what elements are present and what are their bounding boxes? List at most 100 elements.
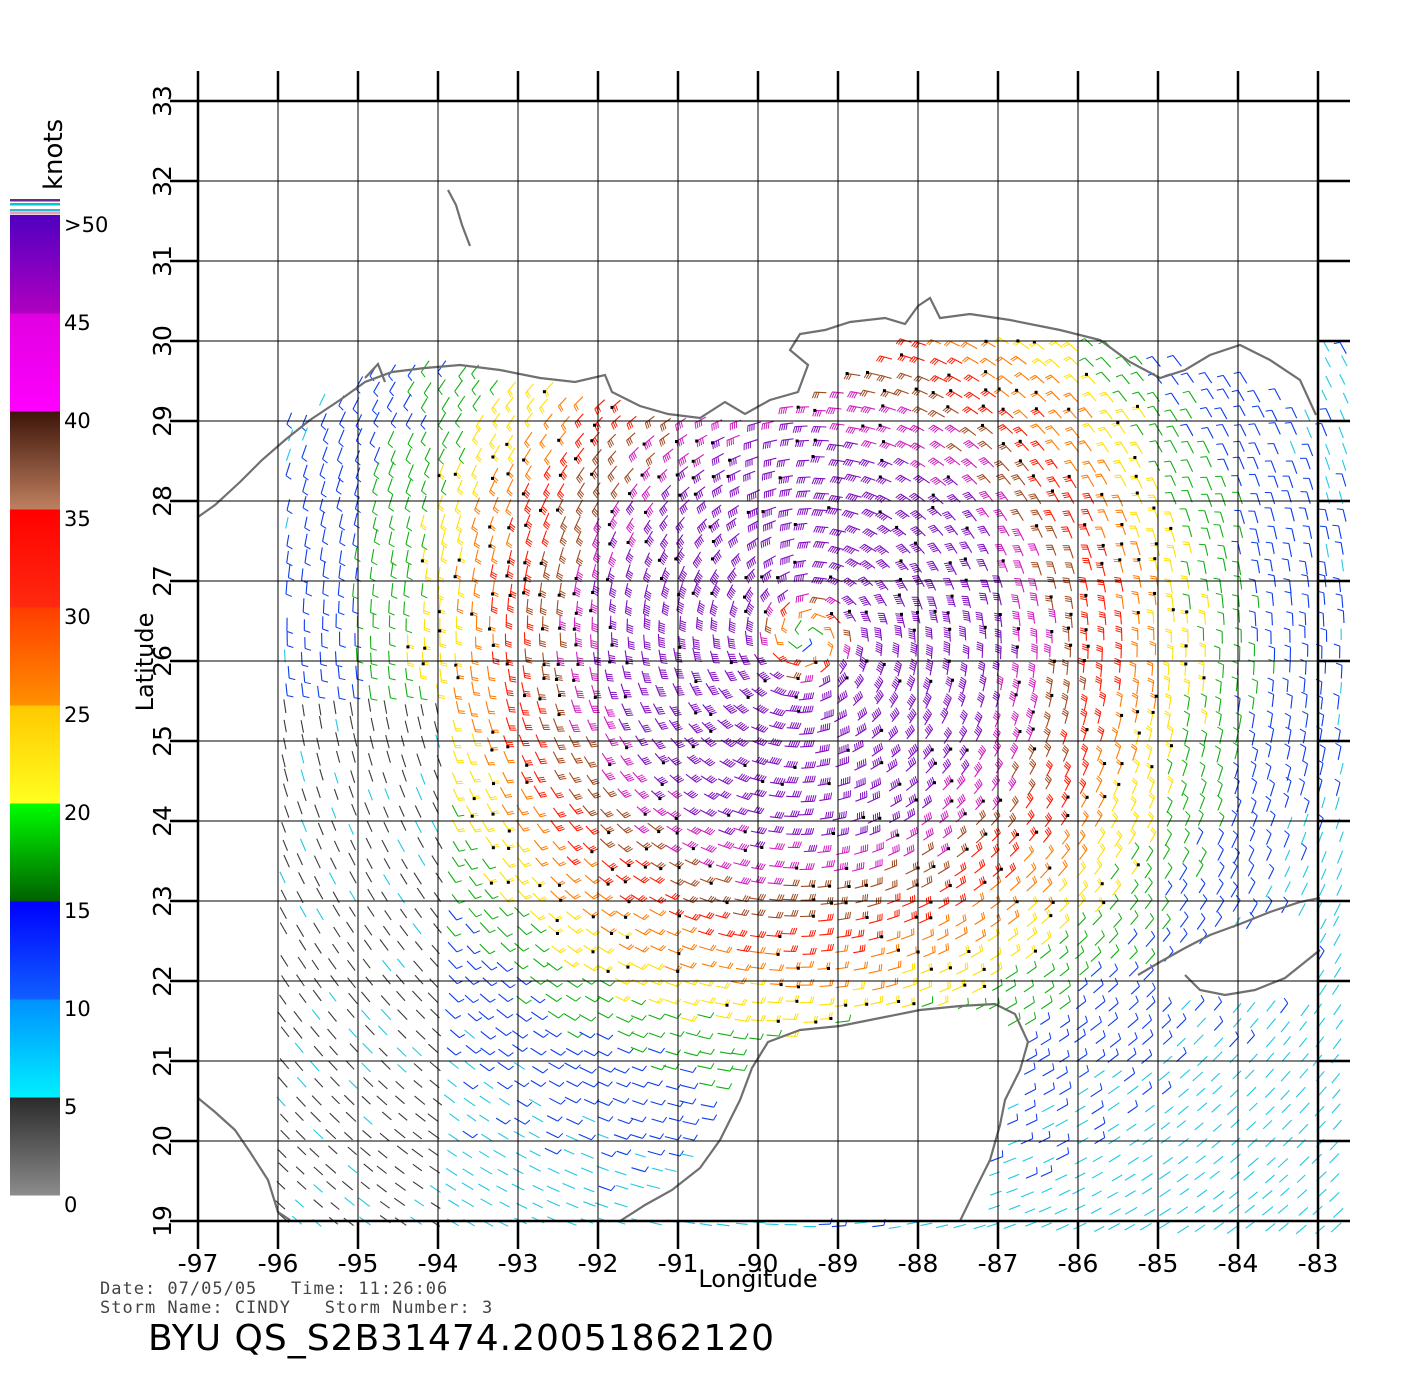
wind-barb-feather xyxy=(644,562,650,568)
wind-barb-feather xyxy=(729,677,737,680)
wind-barb-feather xyxy=(1179,408,1187,411)
wind-barb xyxy=(899,626,903,638)
wind-barb-feather xyxy=(642,705,649,708)
wind-barb xyxy=(609,615,612,628)
wind-barb-feather xyxy=(660,655,667,658)
wind-barb-feather xyxy=(658,643,666,646)
wind-barb-feather xyxy=(833,423,838,430)
wind-barb-feather xyxy=(910,660,917,665)
wind-barb-feather xyxy=(752,492,755,500)
wind-barb-feather xyxy=(1251,594,1259,597)
wind-barb-feather xyxy=(927,542,934,546)
wind-barb xyxy=(1068,545,1074,559)
wind-barb-feather xyxy=(746,628,753,633)
wind-barb-feather xyxy=(643,493,648,500)
wind-barb-feather xyxy=(525,558,532,563)
wind-barb-feather xyxy=(1146,663,1153,667)
wind-barb xyxy=(1304,661,1307,675)
wind-barb-feather xyxy=(507,694,514,697)
wind-barb-feather xyxy=(942,664,949,669)
wind-barb-feather xyxy=(628,456,633,463)
wind-barb-feather xyxy=(559,621,566,625)
wind-barb xyxy=(859,647,864,662)
wind-barb-feather xyxy=(731,606,738,612)
wind-barb-feather xyxy=(574,422,579,429)
wind-barb-feather xyxy=(811,392,816,399)
wind-barb xyxy=(966,356,979,364)
wind-barb xyxy=(1289,440,1296,454)
rain-flag xyxy=(508,594,512,597)
wind-barb-feather xyxy=(608,654,616,658)
wind-barb-feather xyxy=(682,505,687,512)
wind-barb-feather xyxy=(846,526,852,532)
wind-barb-feather xyxy=(1096,579,1104,581)
wind-barb-feather xyxy=(980,531,988,534)
wind-barb-feather xyxy=(814,410,818,417)
wind-barb-feather xyxy=(931,412,937,418)
wind-barb xyxy=(1121,595,1125,609)
wind-barb-feather xyxy=(610,493,616,500)
wind-barb-feather xyxy=(928,564,935,567)
wind-barb-feather xyxy=(912,426,918,433)
wind-barb-feather xyxy=(875,355,881,362)
wind-barb-feather xyxy=(663,538,669,545)
wind-barb-feather xyxy=(663,586,670,591)
wind-barb-feather xyxy=(926,339,932,345)
wind-barb xyxy=(473,532,479,546)
wind-barb-feather xyxy=(319,474,326,480)
rain-flag xyxy=(470,612,474,616)
wind-barb-feather xyxy=(701,503,705,510)
wind-barb-feather xyxy=(423,612,430,616)
wind-barb xyxy=(1205,407,1213,418)
wind-barb-feather xyxy=(658,712,666,715)
wind-barb xyxy=(1137,406,1146,418)
wind-barb xyxy=(1308,478,1314,490)
wind-barb xyxy=(1287,559,1291,572)
wind-barb-feather xyxy=(645,572,651,577)
wind-barb-feather xyxy=(731,490,734,497)
wind-barb-feather xyxy=(739,670,746,674)
wind-barb-feather xyxy=(663,505,668,512)
wind-barb xyxy=(1339,409,1346,421)
wind-barb-feather xyxy=(1286,611,1293,614)
wind-barb-feather xyxy=(713,441,716,449)
wind-barb-feather xyxy=(787,476,790,483)
wind-barb xyxy=(404,496,410,509)
wind-barb-feather xyxy=(897,563,904,567)
wind-barb-feather xyxy=(1113,560,1121,563)
wind-barb-feather xyxy=(1081,510,1089,513)
wind-barb-feather xyxy=(699,505,704,512)
wind-barb xyxy=(1222,443,1229,456)
wind-barb-feather xyxy=(962,564,969,567)
wind-barb-feather xyxy=(611,423,615,430)
wind-barb xyxy=(1271,694,1275,707)
wind-barb-feather xyxy=(626,440,630,447)
rain-flag xyxy=(931,506,935,509)
wind-barb-feather xyxy=(713,510,717,517)
wind-barb-feather xyxy=(1301,574,1308,577)
wind-barb-feather xyxy=(838,477,843,484)
wind-barb-feather xyxy=(923,714,929,720)
wind-barb-feather xyxy=(508,389,513,396)
rain-flag xyxy=(1050,693,1054,697)
wind-barb-feather xyxy=(908,666,915,672)
wind-barb-feather xyxy=(659,653,666,656)
wind-barb-feather xyxy=(900,408,906,414)
wind-barb-feather xyxy=(1096,566,1103,569)
wind-barb-feather xyxy=(722,690,729,694)
wind-barb-feather xyxy=(715,509,718,516)
rain-flag xyxy=(795,439,799,443)
rain-flag xyxy=(1116,421,1120,425)
wind-barb-feather xyxy=(1082,512,1089,515)
wind-barb-feather xyxy=(1264,558,1271,561)
wind-barb-feather xyxy=(944,456,950,461)
wind-barb xyxy=(764,617,768,631)
wind-barb-feather xyxy=(1012,530,1019,533)
wind-barb-feather xyxy=(824,596,830,602)
wind-barb-feather xyxy=(1282,677,1289,681)
wind-barb-feather xyxy=(1044,525,1052,528)
wind-barb xyxy=(388,531,393,544)
wind-barb-feather xyxy=(438,694,445,697)
wind-barb-feather xyxy=(737,487,740,494)
wind-barb-feather xyxy=(661,522,667,529)
